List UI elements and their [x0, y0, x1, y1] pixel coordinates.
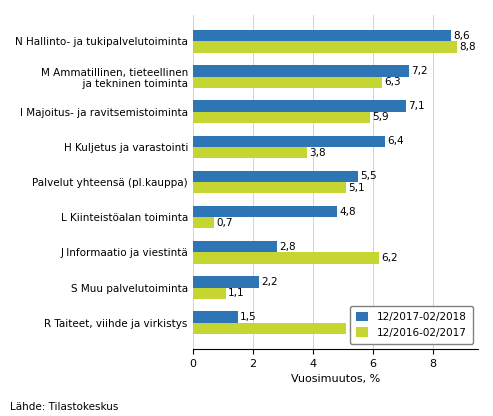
Bar — [193, 206, 337, 217]
Text: 5,1: 5,1 — [348, 323, 365, 333]
Bar — [193, 112, 370, 123]
Legend: 12/2017-02/2018, 12/2016-02/2017: 12/2017-02/2018, 12/2016-02/2017 — [350, 306, 473, 344]
Bar — [193, 65, 409, 77]
Bar — [193, 41, 457, 53]
Bar — [193, 241, 277, 253]
Text: 2,8: 2,8 — [279, 242, 296, 252]
Bar — [193, 323, 346, 334]
Text: 8,8: 8,8 — [459, 42, 476, 52]
X-axis label: Vuosimuutos, %: Vuosimuutos, % — [291, 374, 380, 384]
Text: 5,1: 5,1 — [348, 183, 365, 193]
Text: 2,2: 2,2 — [261, 277, 278, 287]
Text: Lähde: Tilastokeskus: Lähde: Tilastokeskus — [10, 402, 118, 412]
Bar — [193, 100, 406, 112]
Bar — [193, 30, 451, 41]
Text: 1,5: 1,5 — [240, 312, 257, 322]
Text: 7,1: 7,1 — [408, 101, 425, 111]
Text: 0,7: 0,7 — [216, 218, 233, 228]
Bar — [193, 217, 214, 228]
Bar — [193, 147, 307, 158]
Text: 6,2: 6,2 — [381, 253, 398, 263]
Text: 7,2: 7,2 — [411, 66, 428, 76]
Text: 5,9: 5,9 — [372, 112, 389, 122]
Text: 8,6: 8,6 — [454, 31, 470, 41]
Text: 5,5: 5,5 — [360, 171, 377, 181]
Bar — [193, 182, 346, 193]
Bar — [193, 253, 379, 264]
Text: 3,8: 3,8 — [309, 148, 326, 158]
Bar — [193, 287, 226, 299]
Bar — [193, 136, 385, 147]
Text: 1,1: 1,1 — [228, 288, 245, 298]
Bar — [193, 276, 259, 287]
Bar — [193, 171, 358, 182]
Bar — [193, 312, 238, 323]
Text: 6,3: 6,3 — [385, 77, 401, 87]
Bar — [193, 77, 382, 88]
Text: 4,8: 4,8 — [339, 207, 356, 217]
Text: 6,4: 6,4 — [387, 136, 404, 146]
